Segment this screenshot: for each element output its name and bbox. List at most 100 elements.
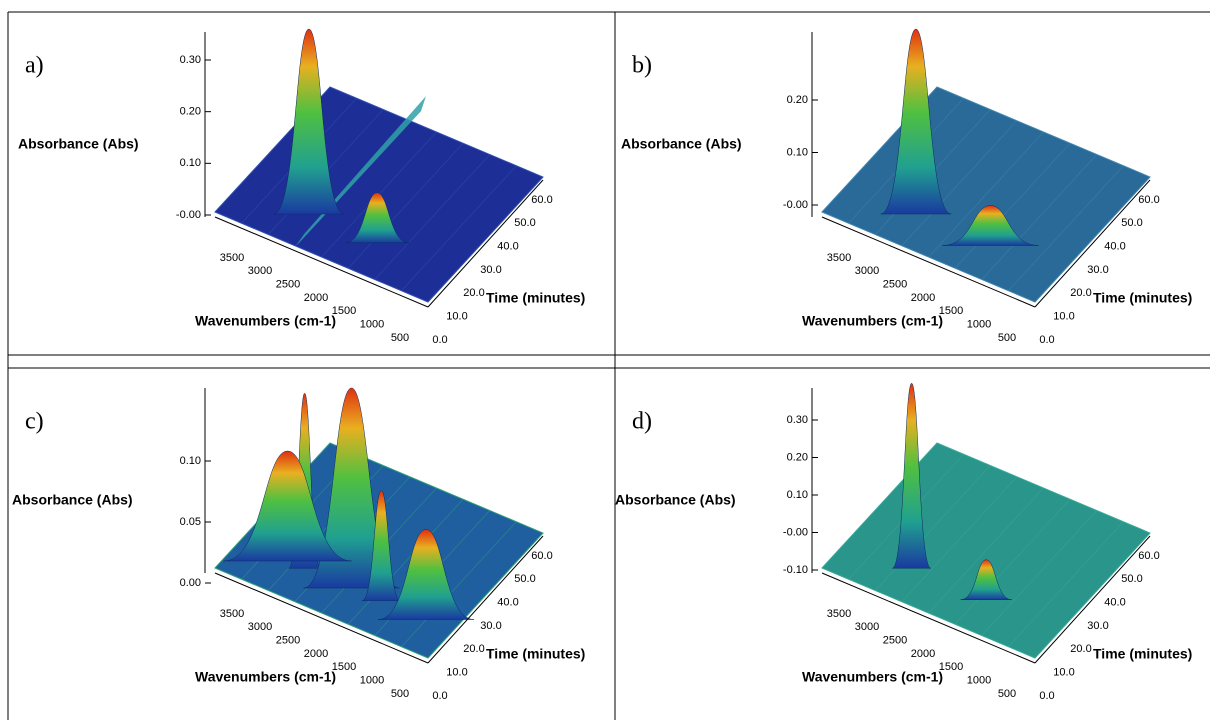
surface-line [954,499,1071,625]
y-tick-label: 0.0 [432,690,447,702]
x-tick-label: 1500 [332,661,356,673]
z-tick-label: 0.10 [787,489,808,501]
x-tick-label: 2000 [304,292,328,304]
y-tick-label: 60.0 [1138,194,1159,206]
z-tick-label: 0.10 [787,146,808,158]
peak [892,382,932,569]
y-tick-label: 60.0 [1138,550,1159,562]
x-tick-label: 500 [391,332,409,344]
z-tick-label: -0.00 [176,209,201,221]
y-tick-label: 20.0 [463,287,484,299]
x-tick-label: 500 [391,688,409,700]
x-tick-label: 1000 [360,319,384,331]
peak [273,28,345,215]
surface-line [374,154,491,280]
y-tick-label: 10.0 [1053,667,1074,679]
y-tick-label: 40.0 [1104,597,1125,609]
panel: b) 0.20 0.10 -0.00 3500 3000 2500 2000 1500 1000 5… [621,28,1192,346]
y-tick-label: 20.0 [1070,287,1091,299]
x-tick-label: 500 [998,688,1016,700]
x-tick-label: 3500 [220,608,244,620]
panel: c) 0.10 0.05 0.00 3500 3000 2500 2000 1500 1000 50… [12,387,585,702]
x-tick-label: 1500 [939,305,963,317]
surface-line [981,154,1098,280]
surface-line [347,499,464,625]
peak [223,450,352,562]
z-tick-label: 0.10 [180,157,201,169]
z-axis-title: Absorbance (Abs) [18,136,139,152]
x-tick-label: 3000 [855,265,879,277]
peak [960,559,1012,600]
y-tick-label: 0.0 [1039,334,1054,346]
panel: d) 0.30 0.20 0.10 -0.00 -0.10 3500 3000 2500 2000… [615,382,1192,702]
z-axis-title: Absorbance (Abs) [615,492,736,508]
surface-line [981,510,1098,636]
x-tick-label: 3500 [220,252,244,264]
x-tick-label: 3000 [248,265,272,277]
y-tick-label: 20.0 [1070,643,1091,655]
z-tick-label: -0.00 [783,526,808,538]
surface-line [347,143,464,269]
surface-line [928,131,1044,258]
y-axis-title: Time (minutes) [486,646,585,662]
x-tick-label: 1500 [939,661,963,673]
surface-line [1008,521,1124,647]
surface-line [901,476,1018,602]
y-tick-label: 60.0 [531,194,552,206]
x-tick-label: 1500 [332,305,356,317]
y-axis [427,535,544,664]
z-tick-label: 0.30 [180,54,201,66]
y-axis-title: Time (minutes) [1093,290,1192,306]
peak [345,192,410,244]
y-tick-label: 30.0 [480,620,501,632]
y-tick-label: 10.0 [1053,311,1074,323]
x-axis [821,572,1036,664]
y-axis-title: Time (minutes) [1093,646,1192,662]
x-tick-label: 500 [998,332,1016,344]
x-tick-label: 1000 [967,319,991,331]
peak [361,490,401,601]
surface-line [954,143,1071,269]
y-axis [427,179,544,308]
x-axis-title: Wavenumbers (cm-1) [195,313,336,329]
surface-line [1008,165,1124,291]
x-tick-label: 3000 [248,621,272,633]
panel: a) 0.30 0.20 0.10 -0.00 3500 3000 2500 2000 1500 1… [18,28,585,346]
y-tick-label: 60.0 [531,550,552,562]
x-tick-label: 2500 [276,279,300,291]
x-axis-title: Wavenumbers (cm-1) [195,669,336,685]
x-tick-label: 1000 [967,675,991,687]
x-tick-label: 2000 [911,292,935,304]
x-tick-label: 2500 [276,635,300,647]
z-tick-label: 0.00 [180,577,201,589]
y-tick-label: 30.0 [480,264,501,276]
z-tick-label: 0.20 [180,106,201,118]
y-tick-label: 30.0 [1087,264,1108,276]
z-tick-label: -0.00 [783,199,808,211]
y-tick-label: 10.0 [446,311,467,323]
x-tick-label: 2000 [304,648,328,660]
x-tick-label: 1000 [360,675,384,687]
x-axis-title: Wavenumbers (cm-1) [802,313,943,329]
x-axis-title: Wavenumbers (cm-1) [802,669,943,685]
panel-label: a) [25,53,44,79]
z-tick-label: 0.10 [180,455,201,467]
z-tick-label: 0.20 [787,451,808,463]
x-tick-label: 3000 [855,621,879,633]
y-tick-label: 0.0 [432,334,447,346]
panel-label: d) [632,409,652,435]
z-axis-title: Absorbance (Abs) [621,136,742,152]
x-tick-label: 2500 [883,635,907,647]
y-tick-label: 20.0 [463,643,484,655]
peak [378,529,475,620]
y-tick-label: 50.0 [514,573,535,585]
surface-line [401,165,517,291]
z-tick-label: -0.10 [783,564,808,576]
surface-line [928,487,1044,614]
x-axis [214,572,429,664]
x-axis [821,216,1036,308]
peak [880,28,952,215]
x-tick-label: 2500 [883,279,907,291]
surface-line [901,120,1018,246]
